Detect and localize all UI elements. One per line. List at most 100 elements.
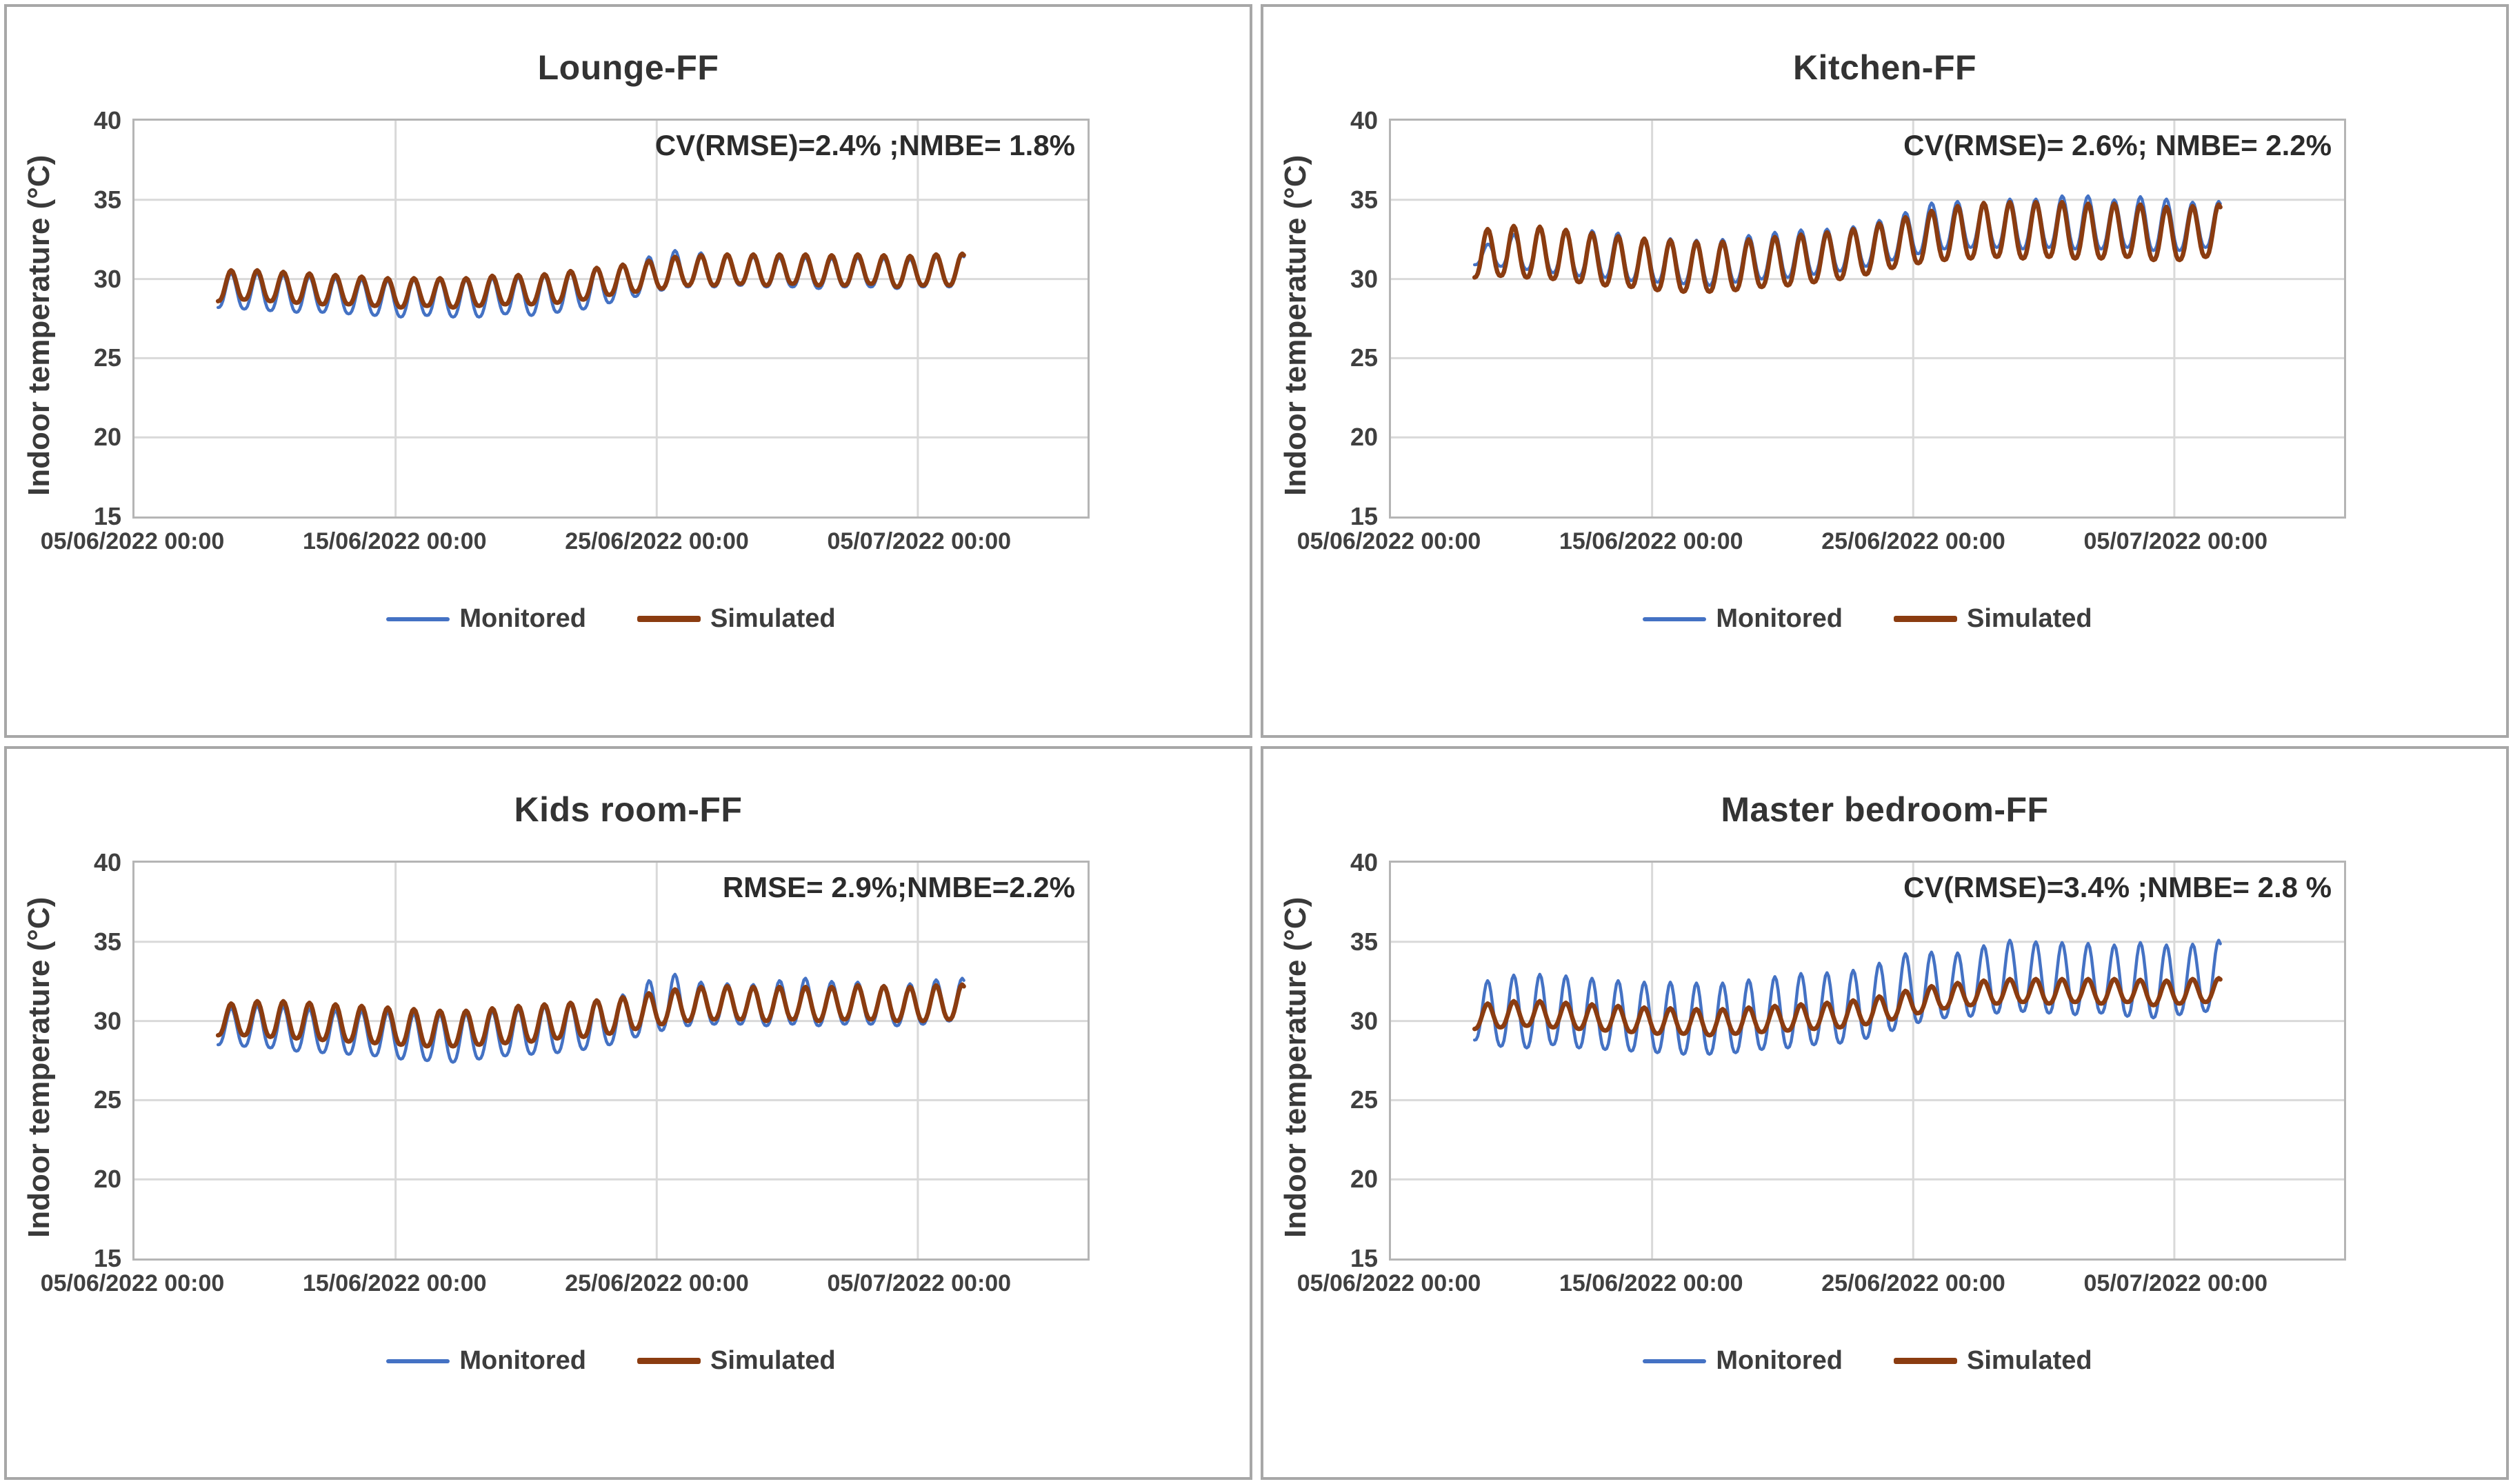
plot-area: RMSE= 2.9%;NMBE=2.2%: [132, 861, 1090, 1261]
y-tick-label: 20: [1350, 423, 1378, 452]
y-tick-label: 25: [1350, 1085, 1378, 1114]
x-axis-ticks: 05/06/2022 00:00 15/06/2022 00:00 25/06/20…: [41, 1270, 1090, 1309]
x-tick-label: 05/07/2022 00:00: [2083, 1270, 2268, 1296]
legend-item-monitored: Monitored: [1643, 604, 1843, 634]
x-tick-label: 05/06/2022 00:00: [1296, 528, 1481, 554]
plot-canvas: [134, 121, 1088, 517]
chart-body: Indoor temperature (°C) 15 20 25 30 35 40 CV(…: [12, 106, 1244, 730]
y-tick-label: 35: [93, 927, 121, 956]
chart-panel-master-bedroom: Master bedroom-FF Indoor temperature (°C…: [1261, 746, 2509, 1480]
legend-label: Monitored: [1716, 604, 1843, 633]
x-tick-label: 05/06/2022 00:00: [40, 1270, 225, 1296]
chart-panel-lounge: Lounge-FF Indoor temperature (°C) 15 20 25…: [4, 4, 1252, 738]
y-tick-label: 40: [93, 106, 121, 134]
y-tick-label: 25: [1350, 343, 1378, 372]
x-axis-ticks: 05/06/2022 00:00 15/06/2022 00:00 25/06/20…: [1297, 1270, 2346, 1309]
legend-item-simulated: Simulated: [637, 1346, 836, 1376]
monitored-line-swatch: [1643, 1358, 1707, 1363]
y-tick-label: 25: [93, 1085, 121, 1114]
y-tick-label: 40: [93, 848, 121, 876]
legend-item-simulated: Simulated: [637, 604, 836, 634]
legend: Monitored Simulated: [132, 604, 1090, 634]
simulated-line-swatch: [637, 1358, 701, 1364]
legend-label: Monitored: [459, 1346, 587, 1375]
legend: Monitored Simulated: [132, 1346, 1090, 1376]
series-line-simulated: [215, 982, 966, 1049]
y-axis-label: Indoor temperature (°C): [22, 154, 56, 497]
legend-item-monitored: Monitored: [1643, 1346, 1843, 1376]
plot-canvas: [1391, 121, 2344, 517]
legend-label: Monitored: [459, 604, 587, 633]
x-tick-label: 15/06/2022 00:00: [302, 1270, 487, 1296]
plot-canvas: [134, 863, 1088, 1259]
legend-item-simulated: Simulated: [1894, 1346, 2092, 1376]
x-tick-label: 05/07/2022 00:00: [827, 528, 1012, 554]
legend-item-monitored: Monitored: [386, 1346, 586, 1376]
plot-canvas: [1391, 863, 2344, 1259]
y-axis-label: Indoor temperature (°C): [22, 896, 56, 1239]
y-tick-label: 35: [93, 185, 121, 214]
legend-item-monitored: Monitored: [386, 604, 586, 634]
x-axis-ticks: 05/06/2022 00:00 15/06/2022 00:00 25/06/20…: [41, 528, 1090, 567]
y-tick-label: 35: [1350, 927, 1378, 956]
stats-annotation: CV(RMSE)=2.4% ;NMBE= 1.8%: [654, 129, 1075, 161]
series-line-simulated: [1472, 199, 2223, 294]
x-tick-label: 05/07/2022 00:00: [2083, 528, 2268, 554]
chart-body: Indoor temperature (°C) 15 20 25 30 35 40 CV(…: [1269, 848, 2501, 1472]
y-tick-label: 20: [93, 423, 121, 452]
x-axis-ticks: 05/06/2022 00:00 15/06/2022 00:00 25/06/20…: [1297, 528, 2346, 567]
y-axis-ticks: 15 20 25 30 35 40: [1323, 848, 1389, 1272]
y-tick-label: 30: [1350, 264, 1378, 293]
y-tick-label: 15: [93, 502, 121, 530]
x-tick-label: 25/06/2022 00:00: [1821, 528, 2005, 554]
legend-label: Monitored: [1716, 1346, 1843, 1375]
chart-title: Kids room-FF: [514, 790, 743, 829]
legend-label: Simulated: [710, 1346, 836, 1375]
y-tick-label: 25: [93, 343, 121, 372]
y-tick-label: 40: [1350, 106, 1378, 134]
y-tick-label: 40: [1350, 848, 1378, 876]
chart-body: Indoor temperature (°C) 15 20 25 30 35 40 CV(…: [1269, 106, 2501, 730]
y-tick-label: 35: [1350, 185, 1378, 214]
y-tick-label: 20: [1350, 1165, 1378, 1194]
stats-annotation: RMSE= 2.9%;NMBE=2.2%: [722, 871, 1075, 903]
y-tick-label: 30: [93, 264, 121, 293]
series-line-simulated: [1472, 976, 2223, 1038]
legend-label: Simulated: [1967, 604, 2092, 633]
plot-area: CV(RMSE)= 2.6%; NMBE= 2.2%: [1389, 119, 2346, 519]
legend-label: Simulated: [1967, 1346, 2092, 1375]
legend-item-simulated: Simulated: [1894, 604, 2092, 634]
x-tick-label: 25/06/2022 00:00: [565, 1270, 749, 1296]
y-tick-label: 15: [1350, 502, 1378, 530]
y-axis-label: Indoor temperature (°C): [1279, 896, 1312, 1239]
y-tick-label: 20: [93, 1165, 121, 1194]
y-axis-label: Indoor temperature (°C): [1279, 154, 1312, 497]
x-tick-label: 15/06/2022 00:00: [302, 528, 487, 554]
chart-title: Lounge-FF: [537, 48, 719, 87]
chart-body: Indoor temperature (°C) 15 20 25 30 35 40 RMS…: [12, 848, 1244, 1472]
monitored-line-swatch: [386, 1358, 450, 1363]
x-tick-label: 05/07/2022 00:00: [827, 1270, 1012, 1296]
y-axis-ticks: 15 20 25 30 35 40: [66, 106, 132, 530]
legend: Monitored Simulated: [1389, 604, 2346, 634]
legend-label: Simulated: [710, 604, 836, 633]
stats-annotation: CV(RMSE)= 2.6%; NMBE= 2.2%: [1903, 129, 2332, 161]
y-tick-label: 30: [1350, 1006, 1378, 1035]
y-tick-label: 30: [93, 1006, 121, 1035]
y-axis-ticks: 15 20 25 30 35 40: [66, 848, 132, 1272]
chart-title: Kitchen-FF: [1792, 48, 1977, 87]
plot-area: CV(RMSE)=3.4% ;NMBE= 2.8 %: [1389, 861, 2346, 1261]
simulated-line-swatch: [1894, 1358, 1958, 1364]
monitored-line-swatch: [386, 616, 450, 621]
series-line-simulated: [215, 251, 966, 310]
monitored-line-swatch: [1643, 616, 1707, 621]
x-tick-label: 05/06/2022 00:00: [40, 528, 225, 554]
x-tick-label: 05/06/2022 00:00: [1296, 1270, 1481, 1296]
chart-title: Master bedroom-FF: [1721, 790, 2049, 829]
x-tick-label: 25/06/2022 00:00: [1821, 1270, 2005, 1296]
simulated-line-swatch: [1894, 616, 1958, 622]
x-tick-label: 15/06/2022 00:00: [1559, 528, 1743, 554]
plot-area: CV(RMSE)=2.4% ;NMBE= 1.8%: [132, 119, 1090, 519]
legend: Monitored Simulated: [1389, 1346, 2346, 1376]
